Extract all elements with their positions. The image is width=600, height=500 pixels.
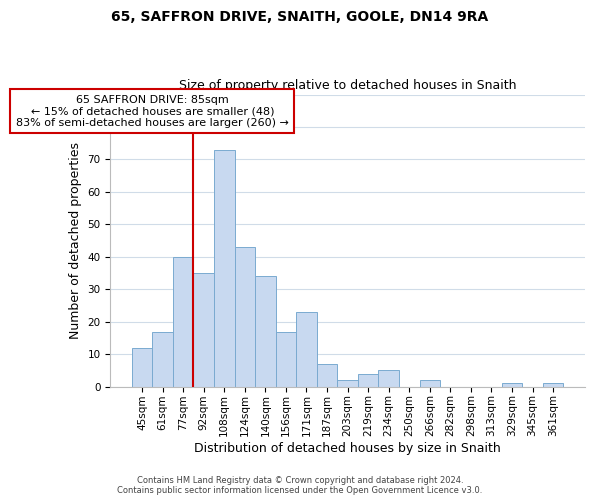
Bar xyxy=(173,257,193,386)
Bar xyxy=(296,312,317,386)
Bar xyxy=(275,332,296,386)
Bar xyxy=(132,348,152,387)
Bar xyxy=(193,273,214,386)
Bar xyxy=(317,364,337,386)
Bar xyxy=(543,384,563,386)
Bar xyxy=(152,332,173,386)
Text: Contains HM Land Registry data © Crown copyright and database right 2024.
Contai: Contains HM Land Registry data © Crown c… xyxy=(118,476,482,495)
Bar xyxy=(419,380,440,386)
Bar xyxy=(235,247,255,386)
Bar xyxy=(255,276,275,386)
Bar xyxy=(337,380,358,386)
Bar xyxy=(502,384,523,386)
Text: 65, SAFFRON DRIVE, SNAITH, GOOLE, DN14 9RA: 65, SAFFRON DRIVE, SNAITH, GOOLE, DN14 9… xyxy=(112,10,488,24)
Bar xyxy=(358,374,379,386)
Title: Size of property relative to detached houses in Snaith: Size of property relative to detached ho… xyxy=(179,79,517,92)
X-axis label: Distribution of detached houses by size in Snaith: Distribution of detached houses by size … xyxy=(194,442,501,455)
Text: 65 SAFFRON DRIVE: 85sqm
← 15% of detached houses are smaller (48)
83% of semi-de: 65 SAFFRON DRIVE: 85sqm ← 15% of detache… xyxy=(16,94,289,128)
Bar xyxy=(379,370,399,386)
Bar xyxy=(214,150,235,386)
Y-axis label: Number of detached properties: Number of detached properties xyxy=(69,142,82,339)
